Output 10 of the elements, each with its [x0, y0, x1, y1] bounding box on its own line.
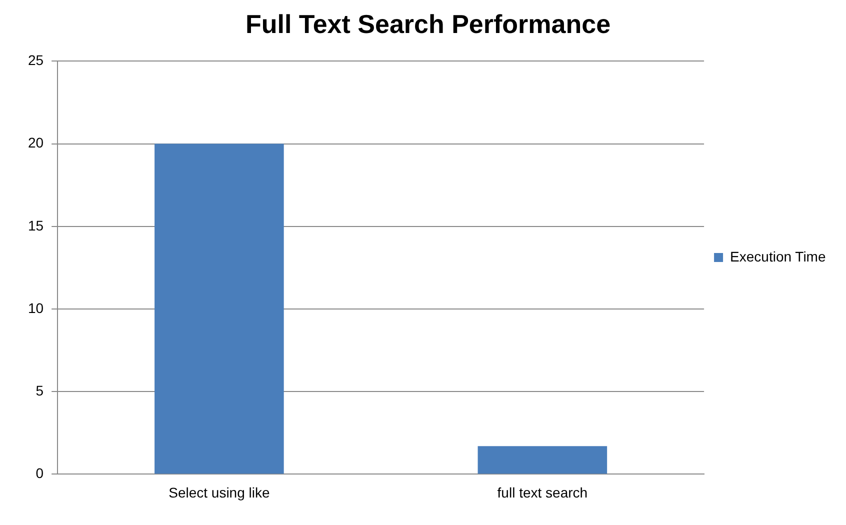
y-tick-label: 0 [36, 465, 44, 482]
y-tick-label: 5 [36, 382, 44, 398]
chart-title: Full Text Search Performance [245, 8, 611, 39]
y-tick-label: 15 [28, 217, 44, 234]
x-tick-label: full text search [497, 484, 588, 500]
y-tick-label: 25 [28, 52, 44, 68]
y-tick-label: 10 [28, 300, 44, 316]
x-tick-label: Select using like [168, 484, 270, 500]
legend-label: Execution Time [730, 248, 826, 264]
y-tick-label: 20 [28, 134, 44, 151]
